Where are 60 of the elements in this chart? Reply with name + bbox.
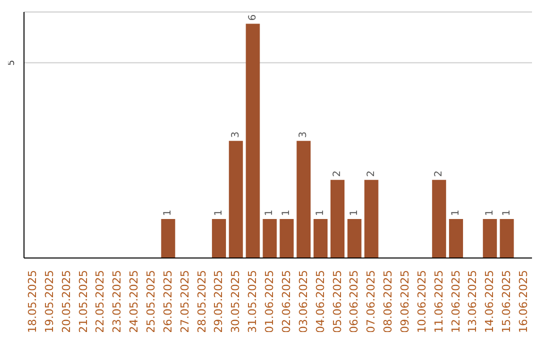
x-tick-label: 07.06.2025: [364, 270, 378, 333]
bar: [296, 140, 311, 258]
x-tick-label: 04.06.2025: [314, 270, 327, 333]
data-label: 1: [315, 210, 326, 216]
x-tick-label: 18.05.2025: [26, 270, 39, 333]
data-label: 2: [434, 170, 445, 177]
bar: [161, 218, 176, 258]
x-tick-label: 23.05.2025: [110, 270, 124, 333]
data-label: 1: [162, 210, 174, 216]
x-tick-label: 26.05.2025: [161, 270, 174, 333]
x-tick-label: 20.05.2025: [60, 270, 73, 333]
x-tick-label: 16.06.2025: [517, 270, 530, 333]
x-tick-label: 12.06.2025: [449, 270, 462, 333]
bar: [500, 218, 514, 258]
bar: [314, 218, 328, 258]
x-tick-label: 31.05.2025: [246, 270, 260, 333]
x-tick-label: 19.05.2025: [42, 270, 56, 333]
bar: [432, 180, 446, 258]
bar: [228, 140, 243, 258]
data-label: 1: [213, 210, 224, 216]
x-tick-label: 13.06.2025: [466, 270, 480, 333]
x-tick-label: 29.05.2025: [212, 270, 226, 333]
bar: [482, 218, 497, 258]
bar: [347, 218, 362, 258]
x-tick-label: 06.06.2025: [348, 270, 361, 333]
x-tick-label: 01.06.2025: [263, 270, 276, 333]
x-tick-label: 14.06.2025: [483, 270, 496, 333]
x-tick-label: 10.06.2025: [415, 270, 428, 333]
data-label: 3: [298, 131, 310, 138]
x-tick-label: 27.05.2025: [178, 270, 192, 333]
data-label: 6: [247, 14, 258, 21]
x-tick-label: 22.05.2025: [94, 270, 107, 333]
data-label: 3: [230, 131, 242, 138]
x-tick-label: 15.06.2025: [500, 270, 514, 333]
bar: [449, 218, 464, 258]
bar: [364, 180, 378, 258]
x-tick-label: 30.05.2025: [229, 270, 242, 333]
x-tick-label: 21.05.2025: [76, 270, 90, 333]
x-tick-label: 03.06.2025: [296, 270, 310, 333]
x-tick-label: 02.06.2025: [280, 270, 293, 333]
data-label: 1: [501, 210, 512, 216]
x-tick-label: 24.05.2025: [128, 270, 141, 333]
x-tick-label: 05.06.2025: [330, 270, 344, 333]
data-label: 1: [264, 210, 276, 216]
data-label: 1: [484, 210, 496, 216]
x-tick-label: 11.06.2025: [432, 270, 446, 333]
data-label: 2: [332, 170, 343, 177]
bar: [212, 218, 226, 258]
x-tick-label: 09.06.2025: [398, 270, 412, 333]
x-tick-label: 08.06.2025: [382, 270, 395, 333]
data-label: 1: [450, 210, 462, 216]
data-label: 1: [281, 210, 292, 216]
bar: [262, 218, 277, 258]
x-tick-label: 25.05.2025: [144, 270, 158, 333]
x-tick-label: 28.05.2025: [195, 270, 208, 333]
data-label: 2: [366, 170, 377, 177]
bar: [280, 218, 294, 258]
bar: [330, 180, 344, 258]
bar: [246, 24, 260, 258]
data-label: 1: [348, 210, 360, 216]
